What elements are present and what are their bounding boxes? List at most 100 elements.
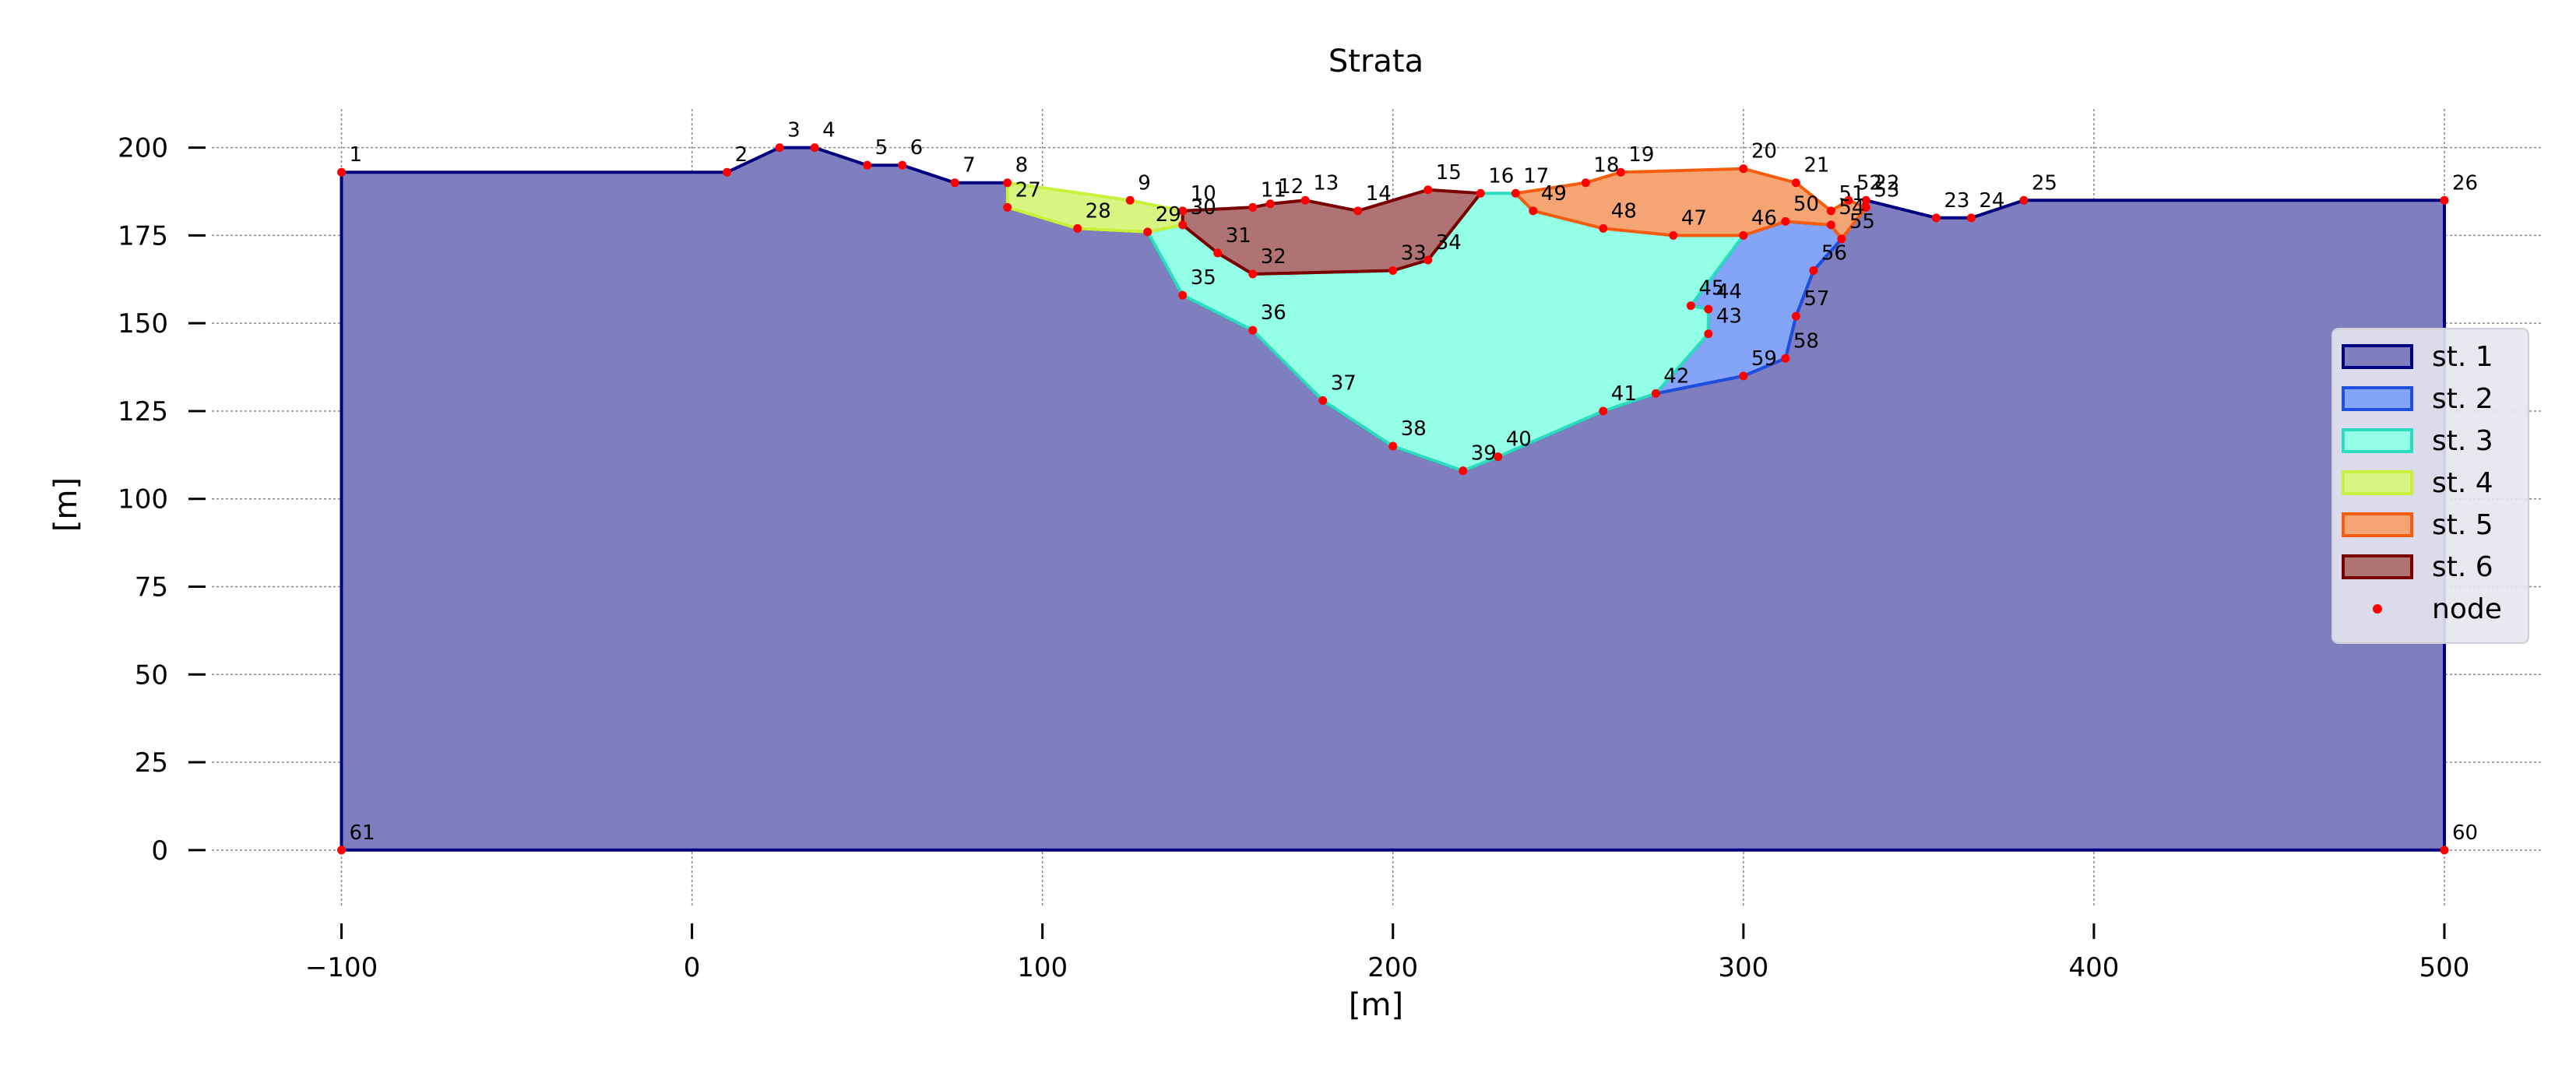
node-label: 39 — [1471, 442, 1497, 466]
node-label: 48 — [1611, 199, 1637, 223]
legend-label: st. 4 — [2432, 467, 2493, 499]
node-marker — [1213, 248, 1223, 258]
y-tick-label: 0 — [151, 835, 168, 867]
node-marker — [1459, 466, 1468, 476]
node-label: 56 — [1821, 242, 1847, 265]
legend-label: st. 2 — [2432, 383, 2493, 415]
node-marker — [1178, 290, 1188, 300]
node-marker — [1791, 311, 1800, 321]
node-label: 11 — [1261, 178, 1286, 202]
node-marker — [950, 178, 959, 188]
node-marker — [1826, 220, 1835, 230]
node-label: 42 — [1663, 364, 1689, 388]
strata-polygons — [340, 146, 2446, 852]
node-label: 47 — [1681, 206, 1707, 230]
y-tick-label: 200 — [118, 133, 168, 164]
node-marker — [1003, 202, 1012, 212]
node-label: 27 — [1015, 178, 1041, 202]
node-label: 46 — [1751, 206, 1777, 230]
y-tick-label: 150 — [118, 308, 168, 339]
node-marker — [810, 143, 819, 153]
node-label: 61 — [350, 821, 375, 845]
node-marker — [1791, 178, 1800, 188]
node-marker — [1248, 325, 1258, 335]
node-label: 16 — [1488, 164, 1514, 188]
node-label: 24 — [1979, 189, 2004, 213]
node-marker — [1125, 195, 1135, 205]
node-label: 7 — [962, 154, 976, 178]
node-label: 12 — [1278, 175, 1304, 199]
node-marker — [1739, 371, 1748, 381]
node-label: 22 — [1874, 171, 1899, 195]
legend-swatch — [2342, 386, 2413, 411]
node-label: 37 — [1331, 371, 1357, 395]
node-marker — [1739, 230, 1748, 240]
node-label: 58 — [1793, 329, 1819, 353]
x-tick-label: 100 — [1017, 952, 1068, 983]
y-axis: 0 25 50 75 100 125 150 175 200 — [118, 133, 206, 867]
node-label: 13 — [1313, 171, 1339, 195]
legend-swatch — [2342, 470, 2413, 495]
x-tick-label: 200 — [1367, 952, 1418, 983]
node-marker — [337, 167, 347, 177]
node-marker — [1529, 206, 1538, 216]
node-marker — [1781, 216, 1790, 226]
node-label: 29 — [1156, 203, 1181, 227]
node-label: 3 — [787, 119, 801, 142]
stratum-st-4 — [1005, 181, 1184, 234]
node-label: 9 — [1138, 171, 1151, 195]
legend-swatch — [2342, 554, 2413, 579]
node-label: 35 — [1191, 266, 1216, 290]
node-marker — [1599, 223, 1608, 233]
y-axis-label: [m] — [48, 477, 84, 532]
node-marker — [1388, 266, 1398, 276]
legend-label: st. 6 — [2432, 551, 2493, 583]
node-label: 45 — [1698, 277, 1724, 301]
node-label: 33 — [1401, 242, 1427, 265]
node-marker — [1178, 206, 1188, 216]
node-marker — [898, 160, 907, 170]
node-label: 59 — [1751, 347, 1777, 371]
node-label: 44 — [1716, 280, 1742, 304]
node-marker — [1826, 206, 1835, 216]
node-marker — [1809, 266, 1818, 276]
node-label: 20 — [1751, 140, 1777, 164]
node-label: 17 — [1523, 164, 1549, 188]
legend-swatch — [2342, 512, 2413, 537]
stratum-st-5 — [1514, 167, 1868, 241]
node-label: 41 — [1611, 382, 1637, 406]
node-marker — [775, 143, 784, 153]
node-marker — [723, 167, 732, 177]
node-label: 55 — [1849, 210, 1875, 234]
node-label: 25 — [2032, 171, 2057, 195]
node-label: 10 — [1191, 182, 1216, 206]
node-marker — [1781, 353, 1790, 363]
node-marker — [1739, 164, 1748, 174]
node-label: 19 — [1628, 143, 1654, 167]
y-tick-label: 100 — [118, 484, 168, 515]
node-marker — [1511, 188, 1520, 198]
node-label: 1 — [350, 143, 363, 167]
y-tick-label: 50 — [135, 659, 168, 691]
node-marker — [337, 846, 347, 855]
node-label: 2 — [735, 143, 748, 167]
node-marker — [1966, 213, 1976, 223]
node-marker — [863, 160, 872, 170]
node-label: 18 — [1593, 154, 1619, 178]
node-label: 8 — [1015, 154, 1029, 178]
x-tick-label: −100 — [305, 952, 378, 983]
node-marker — [1844, 195, 1853, 205]
node-marker — [1931, 213, 1941, 223]
node-marker — [1861, 195, 1870, 205]
legend-swatch — [2342, 428, 2413, 453]
node-marker — [1003, 178, 1012, 188]
node-label: 50 — [1793, 192, 1819, 216]
y-tick-label: 75 — [135, 571, 168, 603]
node-label: 30 — [1191, 196, 1216, 220]
node-label: 43 — [1716, 305, 1742, 329]
node-marker — [1669, 230, 1678, 240]
legend-label: st. 3 — [2432, 425, 2493, 457]
node-label: 23 — [1944, 189, 1969, 213]
legend-label: st. 1 — [2432, 341, 2493, 373]
node-label: 4 — [822, 119, 836, 142]
